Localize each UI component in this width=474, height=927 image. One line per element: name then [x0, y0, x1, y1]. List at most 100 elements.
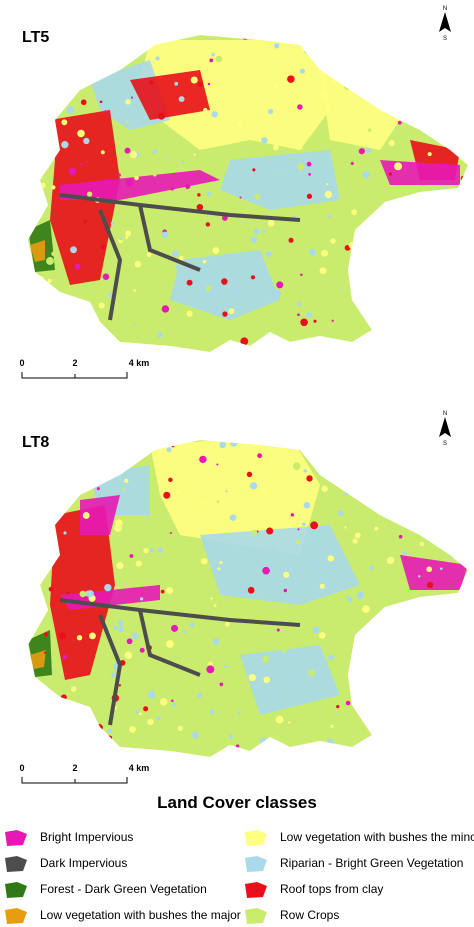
- speckle: [86, 161, 90, 164]
- speckle: [62, 654, 68, 660]
- speckle: [354, 299, 359, 305]
- speckle: [460, 175, 467, 181]
- speckle: [248, 673, 256, 682]
- speckle: [348, 756, 357, 757]
- map-layers: [28, 440, 468, 757]
- speckle: [219, 682, 224, 687]
- speckle: [168, 477, 173, 483]
- scale-label: 0: [19, 763, 24, 773]
- speckle: [425, 535, 430, 540]
- speckle: [183, 630, 187, 634]
- speckle: [317, 468, 320, 472]
- speckle: [260, 487, 267, 494]
- speckle: [421, 465, 426, 470]
- speckle: [155, 724, 164, 733]
- speckle: [444, 749, 447, 752]
- speckle: [275, 715, 284, 724]
- speckle: [250, 275, 256, 280]
- speckle: [246, 471, 253, 478]
- speckle: [61, 750, 68, 757]
- speckle: [52, 450, 57, 455]
- speckle: [329, 685, 332, 688]
- speckle: [110, 672, 117, 678]
- speckle: [362, 171, 370, 179]
- speckle: [165, 640, 174, 649]
- speckle: [58, 632, 67, 640]
- land-patch: [60, 170, 220, 200]
- legend-swatch: [245, 856, 267, 872]
- speckle: [419, 541, 425, 547]
- speckle: [283, 334, 286, 338]
- speckle: [295, 539, 301, 545]
- speckle: [252, 168, 256, 172]
- speckle: [447, 132, 450, 135]
- speckle: [252, 637, 257, 643]
- speckle: [273, 289, 281, 297]
- speckle: [379, 681, 385, 687]
- speckle: [297, 104, 303, 110]
- speckle: [304, 43, 310, 49]
- speckle: [276, 281, 284, 289]
- speckle: [121, 487, 125, 491]
- speckle: [118, 626, 125, 633]
- speckle: [319, 267, 327, 275]
- speckle: [365, 256, 372, 263]
- speckle: [193, 153, 196, 156]
- speckle: [113, 625, 118, 630]
- speckle: [304, 49, 309, 54]
- speckle: [65, 464, 72, 470]
- speckle: [214, 663, 222, 671]
- speckle: [351, 224, 355, 228]
- road: [138, 204, 201, 272]
- speckle: [339, 441, 343, 445]
- speckle: [73, 326, 79, 332]
- speckle: [35, 616, 40, 621]
- speckle: [196, 692, 203, 699]
- speckle: [264, 35, 269, 39]
- speckle: [365, 698, 368, 701]
- speckle: [160, 589, 165, 594]
- speckle: [200, 557, 208, 565]
- speckle: [344, 526, 347, 529]
- legend-label: Riparian - Bright Green Vegetation: [280, 856, 463, 870]
- speckle: [407, 727, 415, 734]
- scale-label: 2: [72, 358, 77, 368]
- speckle: [229, 514, 237, 521]
- speckle: [383, 274, 392, 283]
- speckle: [418, 682, 425, 689]
- speckle: [426, 581, 434, 589]
- speckle: [450, 554, 454, 558]
- speckle: [148, 550, 156, 558]
- speckle: [404, 324, 413, 332]
- speckle: [170, 187, 174, 191]
- speckle: [185, 183, 191, 190]
- speckle: [157, 112, 166, 120]
- speckle: [68, 167, 77, 176]
- speckle: [345, 700, 351, 706]
- speckle: [344, 491, 348, 496]
- panel-label: LT8: [22, 434, 49, 451]
- speckle: [336, 705, 340, 709]
- legend-swatch: [245, 908, 267, 924]
- speckle: [432, 640, 440, 648]
- speckle: [386, 466, 395, 475]
- speckle: [63, 531, 67, 535]
- north-arrow: [439, 417, 451, 437]
- speckle: [290, 442, 293, 445]
- speckle: [395, 311, 400, 316]
- speckle: [377, 690, 381, 694]
- speckle: [228, 734, 234, 739]
- speckle: [117, 173, 121, 177]
- speckle: [247, 586, 255, 594]
- speckle: [139, 712, 142, 716]
- speckle: [267, 219, 275, 227]
- speckle: [177, 725, 183, 731]
- speckle: [82, 512, 90, 519]
- speckle: [457, 458, 465, 466]
- speckle: [171, 699, 174, 703]
- speckle: [354, 532, 361, 539]
- speckle: [407, 90, 412, 95]
- speckle: [182, 648, 186, 652]
- speckle: [125, 178, 134, 187]
- speckle: [449, 293, 458, 302]
